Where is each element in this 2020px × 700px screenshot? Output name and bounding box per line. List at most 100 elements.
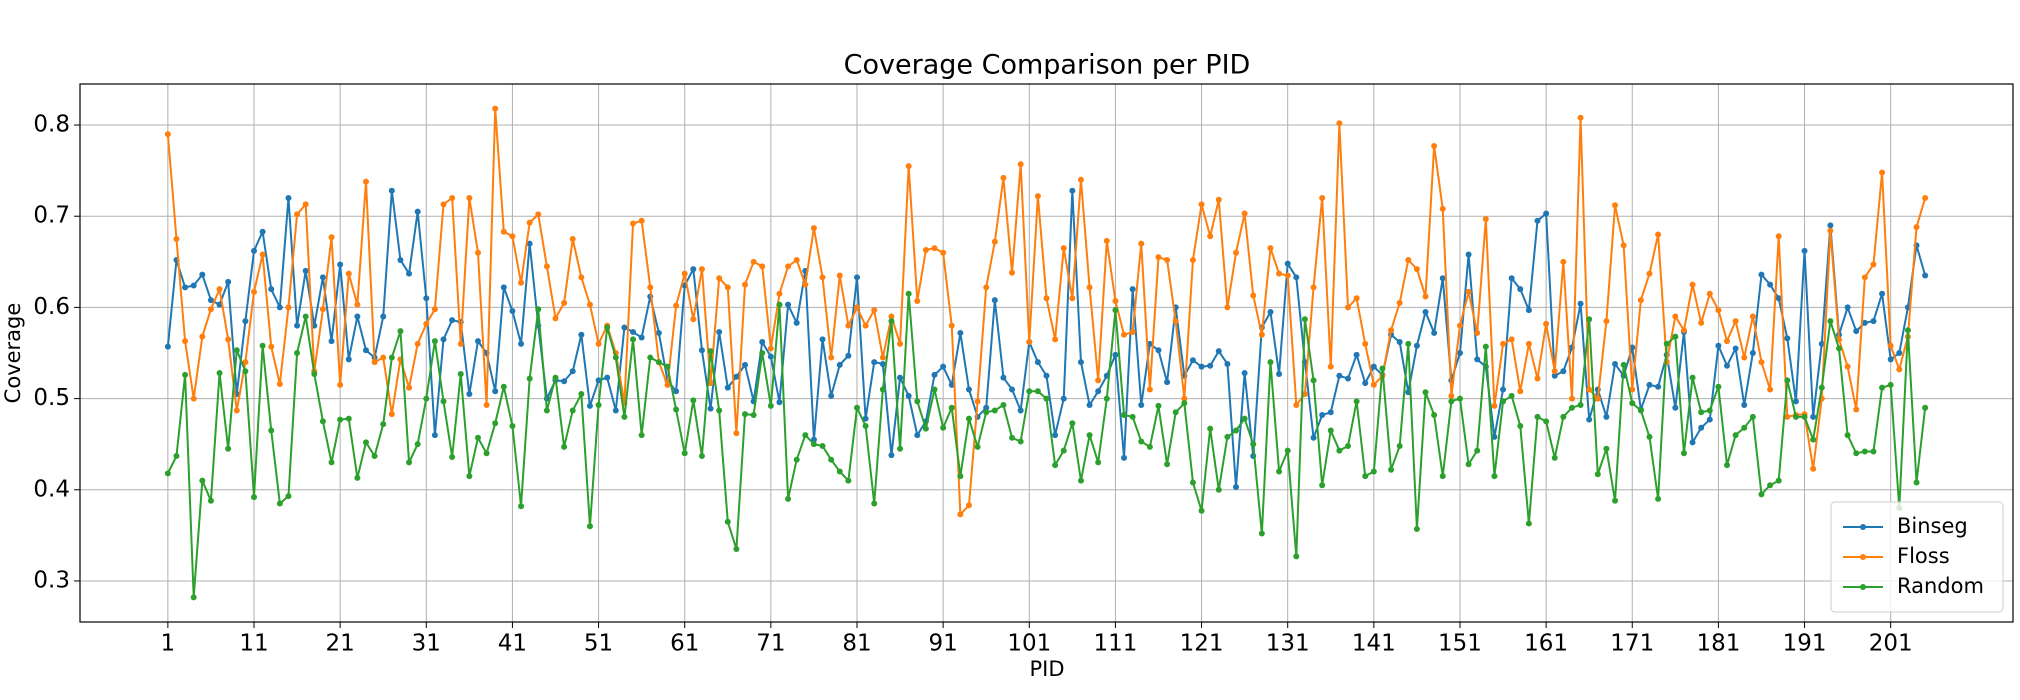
point	[182, 371, 189, 378]
point	[1715, 383, 1722, 390]
point	[406, 384, 413, 391]
point	[716, 275, 723, 282]
point	[294, 211, 301, 218]
point	[845, 477, 852, 484]
point	[1620, 242, 1627, 249]
x-tick-label: 131	[1266, 631, 1310, 657]
point	[1844, 432, 1851, 439]
point	[922, 425, 929, 432]
point	[1069, 295, 1076, 302]
point	[319, 274, 326, 281]
point	[1353, 295, 1360, 302]
point	[449, 317, 456, 324]
point	[509, 422, 516, 429]
point	[716, 407, 723, 414]
point	[948, 322, 955, 329]
point	[1233, 249, 1240, 256]
point	[1189, 357, 1196, 364]
point	[1077, 359, 1084, 366]
point	[1034, 359, 1041, 366]
point	[698, 266, 705, 273]
point	[1207, 362, 1214, 369]
point	[1732, 318, 1739, 325]
point	[853, 304, 860, 311]
x-axis-label: PID	[1029, 657, 1064, 681]
point	[1767, 281, 1774, 288]
point	[991, 238, 998, 245]
point	[707, 405, 714, 412]
point	[673, 302, 680, 309]
point	[1413, 342, 1420, 349]
point	[793, 456, 800, 463]
point	[388, 411, 395, 418]
point	[302, 313, 309, 320]
point	[552, 315, 559, 322]
point	[1267, 359, 1274, 366]
point	[1879, 384, 1886, 391]
point	[1775, 477, 1782, 484]
x-tick-label: 31	[412, 631, 441, 657]
point	[1103, 395, 1110, 402]
point	[242, 368, 249, 375]
point	[1887, 381, 1894, 388]
point	[819, 443, 826, 450]
point	[1112, 307, 1119, 314]
point	[1250, 441, 1257, 448]
point	[1534, 375, 1541, 382]
point	[1500, 398, 1507, 405]
y-tick-label: 0.8	[33, 112, 70, 138]
point	[1112, 351, 1119, 358]
point	[845, 322, 852, 329]
point	[1758, 271, 1765, 278]
point	[1293, 553, 1300, 560]
point	[362, 347, 369, 354]
point	[1551, 454, 1558, 461]
point	[1431, 143, 1438, 150]
point	[1370, 468, 1377, 475]
point	[1396, 443, 1403, 450]
point	[1474, 447, 1481, 454]
point	[698, 347, 705, 354]
point	[1146, 443, 1153, 450]
point	[630, 220, 637, 227]
x-tick-label: 51	[584, 631, 613, 657]
chart-title: Coverage Comparison per PID	[844, 50, 1251, 81]
point	[1525, 520, 1532, 527]
point	[1026, 339, 1033, 346]
point	[914, 298, 921, 305]
point	[1103, 237, 1110, 244]
point	[1758, 359, 1765, 366]
point	[681, 450, 688, 457]
point	[294, 350, 301, 356]
point	[1155, 254, 1162, 261]
point	[1138, 438, 1145, 445]
y-tick-label: 0.7	[33, 203, 70, 229]
point	[1052, 336, 1059, 343]
point	[1560, 368, 1567, 375]
point	[561, 443, 568, 450]
point	[1319, 482, 1326, 489]
point	[630, 336, 637, 343]
point	[1112, 298, 1119, 305]
point	[1672, 404, 1679, 411]
point	[302, 267, 309, 274]
point	[1121, 454, 1128, 461]
point	[1310, 377, 1317, 384]
point	[1810, 465, 1817, 472]
point	[1181, 400, 1188, 407]
point	[1603, 413, 1610, 420]
point	[974, 398, 981, 405]
point	[1043, 395, 1050, 402]
point	[1164, 379, 1171, 386]
point	[965, 415, 972, 422]
point	[1534, 217, 1541, 224]
point	[457, 340, 464, 347]
point	[388, 354, 395, 361]
point	[1060, 447, 1067, 454]
point	[931, 371, 938, 378]
point	[1241, 210, 1248, 217]
point	[690, 266, 697, 273]
point	[371, 359, 378, 366]
point	[1405, 256, 1412, 263]
point	[1069, 187, 1076, 194]
